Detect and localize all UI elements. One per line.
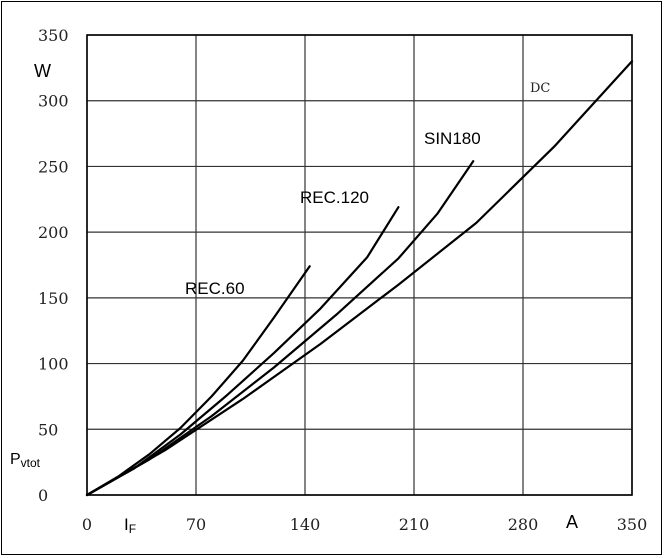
x-tick-label: 350	[617, 515, 648, 534]
x-tick-label: 280	[508, 515, 539, 534]
y-symbol-label: Pvtot	[10, 451, 41, 470]
y-tick-label: 200	[38, 223, 69, 242]
x-tick-labels: 0 70 140 210 280 350	[82, 515, 647, 534]
series-line-rec-60	[87, 266, 310, 495]
x-tick-label: 210	[399, 515, 430, 534]
y-symbol-sub: vtot	[21, 456, 41, 470]
x-tick-label: 140	[290, 515, 321, 534]
series-label-rec-60: REC.60	[185, 279, 245, 298]
y-tick-label: 250	[38, 157, 69, 176]
curves	[87, 61, 632, 495]
x-tick-label: 0	[82, 515, 92, 534]
y-tick-labels: 0 50 100 150 200 250 300 350	[38, 26, 69, 505]
series-label-rec-120: REC.120	[300, 188, 369, 207]
y-symbol-main: P	[10, 451, 21, 468]
series-line-sin180	[87, 161, 473, 495]
y-tick-label: 100	[38, 355, 69, 374]
series-label-dc: DC	[530, 81, 550, 96]
series-label-sin180: SIN180	[424, 129, 481, 148]
y-tick-label: 50	[38, 420, 58, 439]
series-line-dc	[87, 61, 632, 495]
x-symbol-sub: F	[129, 522, 136, 536]
y-tick-label: 300	[38, 92, 69, 111]
series-line-rec-120	[87, 207, 398, 495]
x-tick-label: 70	[186, 515, 206, 534]
y-unit-label: W	[34, 61, 51, 81]
x-unit-label: A	[566, 512, 578, 532]
y-tick-label: 0	[38, 486, 48, 505]
x-symbol-label: IF	[124, 515, 136, 536]
y-tick-label: 150	[38, 289, 69, 308]
y-tick-label: 350	[38, 26, 69, 45]
series-labels: REC.60 REC.120 SIN180 DC	[185, 81, 550, 298]
